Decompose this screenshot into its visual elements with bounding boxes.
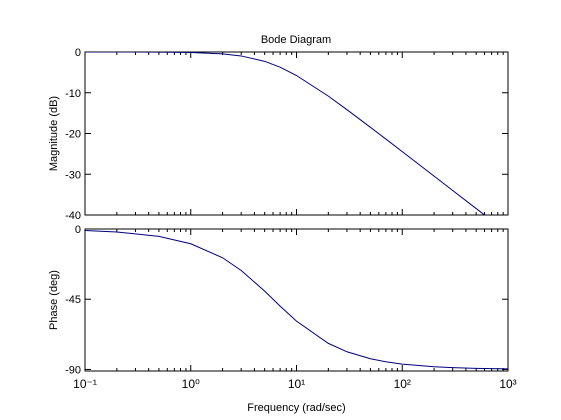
x-tick-label: 10⁻¹ [73,377,97,391]
x-tick-label: 10² [394,377,411,391]
y-tick-label: -45 [65,294,81,306]
series-line [85,52,486,215]
axes-box [84,228,509,372]
x-tick-label: 10³ [499,377,516,391]
y-tick-label: -90 [65,364,81,376]
y-tick-label: -40 [65,210,81,222]
y-tick-label: -10 [65,88,81,100]
x-tick-label: 10⁰ [182,377,200,391]
chart-title: Bode Diagram [261,34,331,46]
y-axis-label: Phase (deg) [48,270,60,330]
series-line [85,229,508,370]
x-tick-label: 10¹ [288,377,305,391]
y-tick-label: 0 [75,47,81,59]
axes-box [84,51,509,216]
y-tick-label: 0 [75,224,81,236]
x-axis-label: Frequency (rad/sec) [247,402,345,414]
y-tick-label: -20 [65,129,81,141]
y-tick-label: -30 [65,169,81,181]
y-axis-label: Magnitude (dB) [48,96,60,171]
